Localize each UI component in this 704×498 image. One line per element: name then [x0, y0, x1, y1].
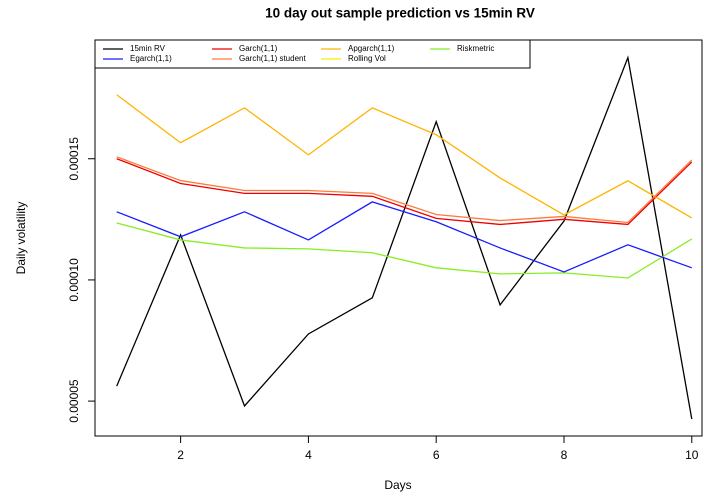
chart-title: 10 day out sample prediction vs 15min RV [265, 6, 535, 21]
legend-label: Garch(1,1) student [239, 54, 306, 63]
legend-box [94, 39, 531, 69]
y-tick-label: 0.00005 [67, 379, 81, 423]
x-tick-label: 10 [685, 448, 699, 462]
series-line [116, 156, 693, 224]
series-line [116, 94, 693, 219]
y-axis-label: Daily volatility [14, 202, 28, 275]
y-tick-label: 0.00015 [67, 137, 81, 181]
x-tick-label: 6 [433, 448, 440, 462]
legend-label: Riskmetric [457, 44, 494, 53]
legend-label: Garch(1,1) [239, 44, 278, 53]
series-line [116, 55, 693, 420]
x-tick-label: 2 [177, 448, 184, 462]
series-line [116, 201, 692, 273]
x-tick-label: 8 [561, 448, 568, 462]
y-tick-label: 0.00010 [67, 258, 81, 302]
x-axis-label: Days [384, 478, 411, 492]
x-tick-label: 4 [305, 448, 312, 462]
legend-label: 15min RV [130, 44, 166, 53]
legend-label: Apgarch(1,1) [348, 44, 395, 53]
legend-label: Egarch(1,1) [130, 54, 172, 63]
series-line [116, 222, 693, 279]
legend-label: Rolling Vol [348, 54, 386, 63]
series-line [116, 158, 693, 226]
